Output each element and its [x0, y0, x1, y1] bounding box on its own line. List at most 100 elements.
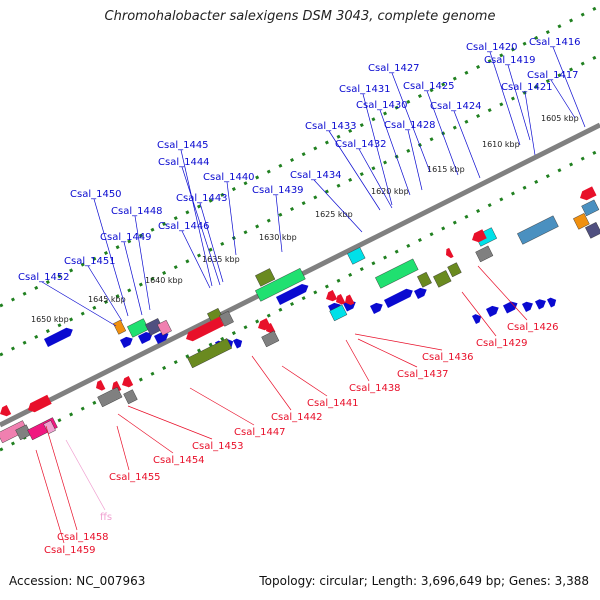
feature-box-body — [417, 271, 432, 288]
bottom-leader-line — [281, 365, 328, 397]
bottom-leader-line — [45, 425, 78, 531]
feature-box-body — [97, 386, 123, 408]
reverse-gene-arrow — [345, 294, 355, 306]
forward-gene-arrow-shape — [546, 297, 557, 308]
feature-box — [581, 199, 600, 217]
reverse-gene-arrow — [336, 293, 346, 305]
reverse-gene-arrow — [472, 229, 487, 243]
reverse-gene-arrow-shape — [122, 376, 134, 388]
forward-gene-arrow-shape — [471, 314, 482, 325]
feature-box-body — [581, 199, 600, 217]
top-gene-label: Csal_1416 — [529, 37, 581, 48]
reverse-gene-arrow-shape — [345, 294, 355, 306]
top-gene-label: Csal_1430 — [356, 100, 408, 111]
reverse-gene-arrow — [266, 322, 276, 334]
feature-box — [329, 304, 348, 322]
feature-box-body — [261, 330, 280, 348]
forward-gene-arrow-shape — [119, 336, 133, 349]
feature-box — [433, 270, 452, 288]
forward-gene-arrow — [43, 327, 73, 348]
top-leader-line — [275, 194, 283, 253]
bottom-gene-label: Csal_1447 — [234, 427, 286, 438]
tick-label: 1650 kbp — [31, 315, 69, 324]
forward-gene-arrow-shape — [521, 301, 533, 313]
top-leader-line — [426, 90, 459, 176]
feature-box — [157, 319, 172, 336]
feature-box — [375, 258, 419, 289]
top-leader-line — [87, 265, 123, 322]
top-gene-label: Csal_1433 — [305, 121, 357, 132]
bottom-leader-line — [127, 405, 213, 440]
top-leader-line — [379, 109, 411, 196]
reverse-gene-arrow-shape — [580, 186, 597, 201]
tick-label: 1605 kbp — [541, 114, 579, 123]
top-gene-label: Csal_1443 — [176, 193, 228, 204]
reverse-gene-arrow — [580, 186, 597, 201]
top-tick-track — [0, 53, 600, 357]
top-gene-label: Csal_1432 — [335, 139, 387, 150]
bottom-gene-label: Csal_1429 — [476, 338, 528, 349]
top-gene-label: Csal_1428 — [384, 120, 436, 131]
top-leader-line — [550, 79, 576, 119]
bottom-leader-line — [461, 291, 497, 337]
reverse-gene-arrow-shape — [326, 290, 338, 302]
feature-box-body — [123, 389, 138, 405]
top-gene-label: Csal_1440 — [203, 172, 255, 183]
feature-box — [123, 389, 138, 405]
top-leader-line — [181, 230, 211, 289]
top-leader-line — [123, 241, 143, 316]
accession-label: Accession: NC_007963 — [9, 574, 146, 588]
bottom-gene-label: Csal_1458 — [57, 532, 109, 543]
top-gene-label: Csal_1417 — [527, 70, 579, 81]
top-leader-line — [453, 110, 481, 179]
forward-gene-arrow-shape — [485, 305, 499, 318]
forward-gene-arrow — [383, 288, 413, 309]
top-leader-line — [407, 129, 423, 191]
feature-box-body — [157, 319, 172, 336]
tick-label: 1630 kbp — [259, 233, 297, 242]
map-title: Chromohalobacter salexigens DSM 3043, co… — [104, 9, 496, 24]
forward-gene-arrow — [137, 331, 153, 345]
reverse-gene-arrow-shape — [0, 405, 12, 417]
reverse-gene-arrow-shape — [28, 394, 52, 413]
feature-box-body — [475, 245, 494, 263]
feature-box — [417, 271, 432, 288]
tick-label: 1640 kbp — [145, 276, 183, 285]
tick-label: 1645 kbp — [88, 295, 126, 304]
forward-gene-arrow-shape — [275, 284, 309, 306]
reverse-gene-arrow-shape — [336, 293, 346, 305]
top-leader-line — [524, 91, 536, 156]
bottom-leader-line — [117, 413, 174, 454]
top-leader-line — [226, 181, 237, 256]
top-leader-line — [489, 51, 521, 146]
feature-box — [573, 212, 590, 230]
feature-box-body — [43, 420, 56, 435]
feature-box-body — [113, 319, 127, 335]
forward-gene-arrow — [413, 287, 427, 300]
forward-gene-arrow-shape — [153, 331, 169, 345]
top-gene-label: Csal_1445 — [157, 140, 209, 151]
feature-box — [255, 268, 306, 302]
top-leader-line — [41, 281, 117, 327]
top-leader-line — [181, 166, 221, 286]
forward-gene-arrow-shape — [502, 301, 518, 314]
bottom-leader-line — [251, 355, 292, 411]
top-leader-line — [328, 130, 381, 211]
feature-box — [113, 319, 127, 335]
top-leader-line — [552, 46, 586, 128]
forward-gene-arrow — [153, 331, 169, 345]
tick-label: 1635 kbp — [202, 255, 240, 264]
bottom-gene-label: Csal_1455 — [109, 472, 161, 483]
bottom-leader-line — [354, 333, 443, 351]
reverse-gene-arrow — [186, 316, 225, 342]
reverse-gene-arrow-shape — [446, 247, 454, 259]
reverse-gene-arrow-shape — [266, 322, 276, 334]
forward-gene-arrow — [485, 305, 499, 318]
feature-box — [347, 247, 366, 265]
feature-box-body — [329, 304, 348, 322]
top-leader-line — [134, 215, 151, 311]
bottom-leader-line — [477, 265, 528, 321]
feature-box — [187, 338, 233, 369]
top-gene-label: Csal_1439 — [252, 185, 304, 196]
